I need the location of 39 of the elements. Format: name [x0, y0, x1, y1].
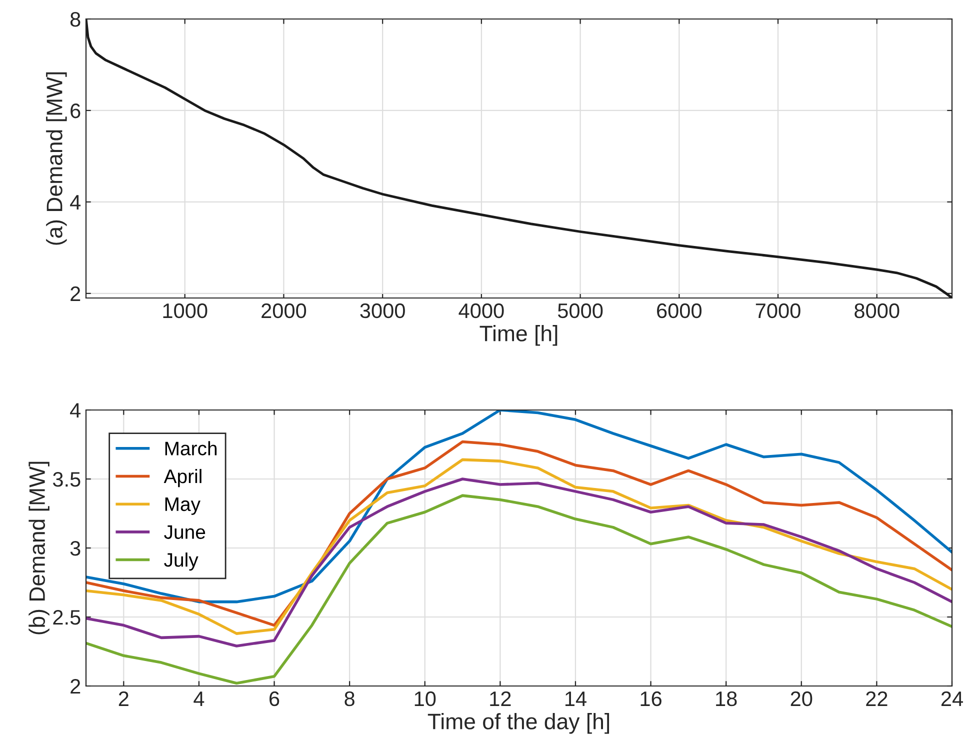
x-tick-label: 22 [866, 691, 888, 706]
y-tick-label: 4 [70, 403, 81, 418]
x-tick-label: 1000 [163, 303, 208, 318]
line-series [86, 19, 952, 298]
x-tick-label: 6000 [657, 303, 702, 318]
x-tick-label: 20 [790, 691, 812, 706]
y-tick-label: 2.5 [53, 610, 80, 625]
x-tick-label: 8 [344, 691, 354, 706]
x-tick-label: 24 [941, 691, 963, 706]
y-tick-label: 8 [70, 12, 80, 27]
x-tick-label: 14 [565, 692, 586, 706]
x-tick-label: 12 [490, 691, 511, 706]
x-tick-label: 7000 [756, 303, 800, 318]
y-tick-label: 3 [70, 541, 80, 556]
x-tick-label: 3000 [360, 303, 405, 318]
y-tick-label: 4 [70, 195, 81, 210]
legend-label: May [165, 498, 200, 515]
x-axis-title: Time of the day [h] [428, 713, 610, 734]
x-tick-label: 4000 [458, 303, 504, 318]
x-tick-label: 5000 [558, 303, 603, 318]
legend-label: April [164, 468, 202, 488]
legend-label: July [164, 552, 198, 571]
x-tick-label: 8000 [854, 303, 900, 318]
x-tick-label: 10 [414, 691, 436, 706]
y-axis-title: (b) Demand [MW] [28, 462, 50, 634]
x-tick-label: 16 [640, 691, 662, 706]
y-tick-label: 2 [70, 679, 80, 694]
x-tick-label: 6 [270, 691, 280, 706]
legend-label: March [165, 441, 217, 456]
y-tick-label: 2 [70, 286, 80, 301]
x-tick-label: 2000 [262, 303, 306, 318]
legend-label: June [164, 525, 206, 539]
x-axis-title: Time [h] [480, 325, 558, 346]
y-tick-label: 6 [70, 103, 80, 118]
x-tick-label: 2 [118, 691, 128, 706]
x-tick-label: 4 [194, 692, 204, 706]
y-axis-title: (a) Demand [MW] [46, 72, 67, 245]
y-tick-label: 3.5 [52, 472, 80, 487]
x-tick-label: 18 [716, 691, 737, 706]
